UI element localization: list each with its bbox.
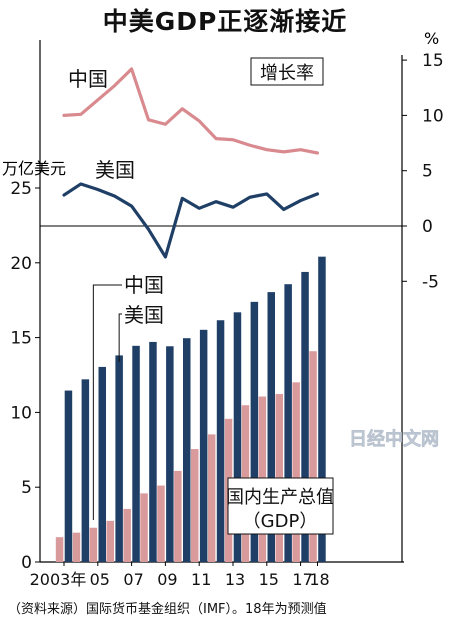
gdp-label-box xyxy=(227,477,334,535)
gdp-bars xyxy=(55,256,326,562)
x-tick-label: 05 xyxy=(90,570,110,589)
bar-us-2018 xyxy=(318,256,326,562)
bar-us-2017 xyxy=(301,271,309,562)
bar-us-2013 xyxy=(233,312,242,562)
gdp-tick-label: 25 xyxy=(10,179,32,199)
bar-label-us: 美国 xyxy=(124,303,164,327)
growth-line-us xyxy=(62,182,320,259)
growth-lines xyxy=(62,67,320,259)
x-tick-label: 15 xyxy=(259,570,279,589)
gdp-tick-label: 15 xyxy=(10,329,32,349)
gdp-tick-label: 0 xyxy=(21,553,32,573)
bar-china-2010 xyxy=(174,470,182,562)
line-label-us: 美国 xyxy=(95,158,135,182)
leader-us xyxy=(118,313,122,362)
bar-china-2007 xyxy=(123,508,131,562)
bar-label-china: 中国 xyxy=(124,273,164,297)
bar-us-2003 xyxy=(64,390,73,562)
chart-title: 中美GDP正逐渐接近 xyxy=(102,7,348,36)
growth-tick-label: 5 xyxy=(422,162,433,182)
growth-unit: % xyxy=(424,29,439,48)
bar-us-2009 xyxy=(166,346,174,562)
gdp-tick-label: 5 xyxy=(21,478,32,498)
bar-us-2012 xyxy=(216,320,225,562)
gdp-label-line1: 国内生产总值 xyxy=(226,487,334,508)
bar-us-2014 xyxy=(250,301,259,562)
growth-tick-label: 15 xyxy=(422,51,444,71)
growth-tick-label: 10 xyxy=(422,106,444,126)
x-tick-label: 2003年 xyxy=(30,570,87,589)
watermark: 日经中文网 xyxy=(349,428,439,450)
growth-label: 增长率 xyxy=(260,63,314,84)
bar-us-2010 xyxy=(183,338,191,562)
bar-china-2008 xyxy=(140,493,148,562)
x-tick-label: 09 xyxy=(157,570,177,589)
bar-us-2006 xyxy=(115,355,123,562)
growth-tick-label: 0 xyxy=(422,217,433,237)
line-label-china: 中国 xyxy=(68,67,108,91)
bar-china-2011 xyxy=(191,449,199,562)
bar-us-2004 xyxy=(81,379,90,562)
bar-us-2011 xyxy=(199,329,208,562)
bar-us-2007 xyxy=(132,345,140,562)
bar-us-2015 xyxy=(267,292,275,562)
bar-us-2016 xyxy=(284,284,292,562)
bar-china-2004 xyxy=(72,532,81,562)
x-tick-label: 13 xyxy=(225,570,245,589)
gdp-tick-label: 20 xyxy=(10,254,32,274)
bar-china-2017 xyxy=(292,382,300,562)
growth-tick-label: -5 xyxy=(422,272,439,292)
gdp-unit: 万亿美元 xyxy=(2,159,66,178)
gdp-label-line2: （GDP） xyxy=(243,511,318,532)
bar-us-2008 xyxy=(149,341,157,562)
bar-china-2012 xyxy=(207,434,216,562)
bar-us-2005 xyxy=(98,366,106,562)
bar-china-2009 xyxy=(157,485,165,562)
bar-china-2005 xyxy=(89,527,98,562)
x-tick-label: 18 xyxy=(309,570,329,589)
bar-china-2003 xyxy=(55,537,64,562)
leader-china xyxy=(92,284,122,520)
x-tick-label: 17 xyxy=(292,570,312,589)
x-tick-label: 07 xyxy=(123,570,143,589)
bar-china-2006 xyxy=(106,520,114,562)
growth-line-china xyxy=(62,67,320,155)
growth-label-box xyxy=(250,57,324,86)
bar-china-2018 xyxy=(309,351,317,562)
x-tick-label: 11 xyxy=(191,570,211,589)
gdp-tick-label: 10 xyxy=(10,403,32,423)
source-note: （资料来源）国际货币基金组织（IMF）。18年为预测值 xyxy=(8,602,327,617)
